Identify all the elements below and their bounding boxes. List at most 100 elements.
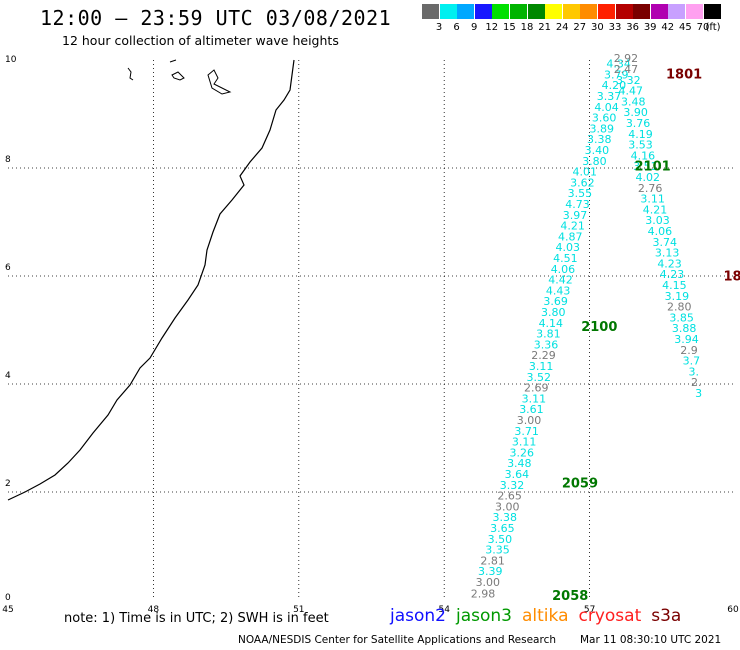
wave-height-value: 3.	[689, 365, 700, 378]
wave-height-value: 4.06	[551, 263, 576, 276]
y-tick-label: 8	[5, 155, 11, 165]
legend-tick-label: 36	[626, 22, 639, 33]
wave-height-value: 4.06	[648, 225, 673, 238]
wave-height-value: 4.42	[548, 274, 573, 287]
wave-height-value: 3.00	[495, 500, 520, 513]
map-grid	[8, 60, 735, 600]
wave-height-value: 2.98	[471, 587, 496, 600]
wave-height-value: 3.11	[512, 436, 537, 449]
wave-height-value: 3.32	[500, 479, 525, 492]
wave-height-value: 3.69	[543, 295, 568, 308]
footer-note: note: 1) Time is in UTC; 2) SWH is in fe…	[64, 611, 329, 626]
wave-height-value: 3.55	[568, 187, 593, 200]
legend-swatch	[686, 4, 703, 19]
legend-tick-label: 9	[471, 22, 478, 33]
satellite-jason3: jason3	[456, 606, 512, 626]
wave-height-value: 4.23	[657, 257, 682, 270]
wave-height-value: 4.21	[643, 203, 668, 216]
footer-credit: NOAA/NESDIS Center for Satellite Applica…	[238, 634, 556, 646]
wave-height-value: 3.94	[674, 333, 699, 346]
legend-swatch	[598, 4, 615, 19]
wave-height-value: 3.61	[519, 403, 544, 416]
wave-height-value: 2.65	[497, 490, 522, 503]
wave-height-value: 3.80	[541, 306, 566, 319]
wave-height-value: 4.87	[558, 230, 583, 243]
legend-swatch	[633, 4, 651, 19]
wave-height-value: 2.9	[680, 344, 698, 357]
wave-height-value: 3.11	[529, 360, 554, 373]
wave-height-value: 3.00	[476, 576, 501, 589]
wave-height-value: 3.51	[633, 160, 658, 173]
legend-swatch	[703, 4, 721, 19]
wave-height-value: 3.00	[517, 414, 542, 427]
wave-height-value: 4.03	[556, 241, 581, 254]
legend-tick-label: 39	[643, 22, 657, 33]
wave-height-value: 3.35	[485, 544, 510, 557]
wave-height-value: 3.80	[582, 155, 607, 168]
wave-height-value: 2.29	[531, 349, 556, 362]
wave-height-value: 4.34	[606, 58, 631, 71]
y-tick-label: 4	[5, 371, 11, 381]
legend-tick-label: 12	[485, 22, 499, 33]
y-tick-label: 10	[5, 55, 17, 65]
pass-time-labels: 2058 2059 2100 2101 1801 18	[552, 67, 740, 604]
pass-time-label: 2058	[552, 589, 588, 604]
wave-height-value: 4.51	[553, 252, 578, 265]
y-tick-label: 6	[5, 263, 11, 273]
wave-height-value: 3.36	[534, 338, 559, 351]
wave-height-value: 2.47	[614, 63, 639, 76]
legend-tick-label: 15	[503, 22, 516, 33]
wave-height-value: 3.89	[589, 122, 614, 135]
wave-height-value: 2.81	[480, 554, 505, 567]
footer-timestamp: Mar 11 08:30:10 UTC 2021	[580, 634, 722, 646]
wave-height-value: 3.19	[665, 290, 690, 303]
wave-height-value: 3.74	[652, 236, 677, 249]
pass-time-label: 2101	[635, 160, 671, 175]
wave-height-value: 3.38	[493, 511, 518, 524]
wave-height-value: 3.48	[621, 95, 646, 108]
wave-height-value: 3.32	[616, 74, 641, 87]
wave-height-value: 4.20	[602, 79, 627, 92]
legend-swatch	[615, 4, 633, 19]
wave-height-value: 3.85	[669, 311, 694, 324]
legend-tick-label: 18	[520, 22, 534, 33]
x-tick-label: 57	[584, 605, 595, 615]
satellite-key: jason2 jason3 altika cryosat s3a	[390, 606, 691, 626]
wave-height-value: 4.23	[660, 268, 685, 281]
wave-height-value: 3.88	[672, 322, 697, 335]
track-east: 2.922.473.324.473.483.903.764.193.534.16…	[614, 52, 702, 400]
island-1	[127, 67, 134, 81]
wave-height-value: 4.04	[594, 101, 619, 114]
wave-height-value: 3.26	[509, 446, 534, 459]
wave-height-value: 3.90	[623, 106, 648, 119]
wave-height-value: 3	[695, 387, 702, 400]
wave-height-value: 3.53	[628, 139, 653, 152]
wave-height-value: 4.01	[573, 166, 598, 179]
wave-height-value: 3.50	[488, 533, 513, 546]
wave-height-value: 3.38	[587, 133, 612, 146]
wave-height-value: 4.02	[636, 171, 661, 184]
legend-tick-label: 21	[538, 22, 551, 33]
wave-height-value: 4.16	[631, 149, 656, 162]
legend-tick-label: 42	[661, 22, 675, 33]
pass-time-label: 2059	[562, 477, 598, 492]
wave-height-value: 3.60	[592, 112, 617, 125]
legend-swatch	[492, 4, 510, 19]
wave-height-value: 3.71	[514, 425, 539, 438]
satellite-jason2: jason2	[390, 606, 446, 626]
satellite-cryosat: cryosat	[578, 606, 642, 626]
legend-swatch	[545, 4, 563, 19]
legend-swatch	[668, 4, 686, 19]
legend-swatch	[650, 4, 668, 19]
legend-tick-label: 3	[435, 22, 443, 33]
wave-height-value: 3.62	[570, 176, 595, 189]
legend-swatch	[422, 4, 439, 19]
wave-height-value: 2.	[691, 376, 702, 389]
legend-swatch	[580, 4, 598, 19]
wave-height-value: 3.65	[490, 522, 515, 535]
x-tick-label: 45	[2, 605, 13, 615]
wave-height-value: 4.15	[662, 279, 687, 292]
wave-height-value: 3.7	[683, 355, 701, 368]
x-tick-label: 51	[293, 605, 304, 615]
